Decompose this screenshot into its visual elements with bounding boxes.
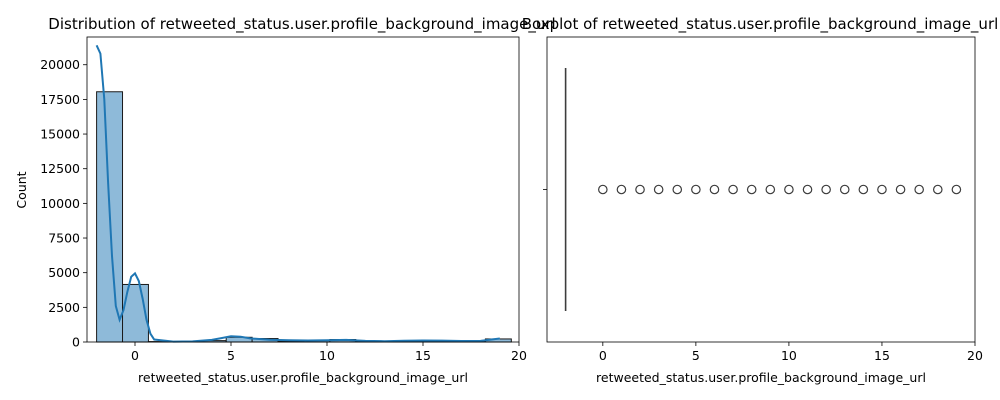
x-tick-label: 20 [511, 348, 527, 363]
outlier-point [784, 184, 794, 195]
y-tick-label: 2500 [48, 300, 80, 315]
x-tick-label: 10 [781, 348, 797, 363]
outlier-point [802, 184, 813, 195]
x-tick-label: 10 [319, 348, 335, 363]
x-tick-label: 20 [967, 348, 983, 363]
outlier-point [839, 184, 850, 195]
x-tick-label: 0 [599, 348, 607, 363]
y-tick-label: 5000 [48, 265, 80, 280]
y-tick-label: 20000 [40, 57, 80, 72]
outlier-point [895, 184, 906, 195]
histogram-axes-frame [86, 36, 520, 343]
x-tick-label: 0 [131, 348, 139, 363]
y-tick-label: 15000 [40, 127, 80, 142]
kde-curve [95, 44, 500, 343]
outlier-point [765, 184, 776, 195]
outlier-point [951, 184, 962, 195]
outlier-point [653, 184, 664, 195]
x-tick-label: 15 [415, 348, 431, 363]
boxplot-title: Boxplot of retweeted_status.user.profile… [522, 15, 999, 34]
boxplot-x-axis-label: retweeted_status.user.profile_background… [596, 370, 926, 385]
outlier-point [914, 184, 924, 195]
y-tick-label: 17500 [40, 92, 80, 107]
boxplot-outliers [598, 184, 962, 195]
outlier-point [616, 184, 627, 195]
y-tick-label: 12500 [40, 161, 80, 176]
y-tick-label: 0 [72, 335, 80, 350]
outlier-point [728, 184, 738, 195]
outlier-point [877, 184, 887, 195]
x-tick-label: 15 [874, 348, 890, 363]
histogram-title: Distribution of retweeted_status.user.pr… [48, 15, 555, 34]
outlier-point [598, 184, 608, 195]
outlier-point [635, 184, 645, 195]
outlier-point [709, 184, 720, 195]
boxplot-panel: Boxplot of retweeted_status.user.profile… [522, 15, 999, 385]
outlier-point [932, 184, 943, 195]
x-tick-label: 5 [227, 348, 235, 363]
histogram-x-axis-label: retweeted_status.user.profile_background… [138, 370, 468, 385]
outlier-point [821, 184, 831, 195]
y-tick-label: 10000 [40, 196, 80, 211]
histogram-panel: Distribution of retweeted_status.user.pr… [14, 15, 556, 385]
histogram-y-axis-label: Count [14, 171, 29, 208]
outlier-point [858, 184, 869, 195]
outlier-point [691, 184, 701, 195]
boxplot-ticks: 0 5 10 15 20 [543, 189, 983, 363]
boxplot-axes-frame [546, 36, 976, 343]
outlier-point [672, 184, 683, 195]
x-tick-label: 5 [692, 348, 700, 363]
outlier-point [746, 184, 757, 195]
histogram-ticks: 0 5 10 15 20 0 2500 5000 7500 10000 12500 15000 1750… [40, 57, 527, 363]
y-tick-label: 7500 [48, 231, 80, 246]
